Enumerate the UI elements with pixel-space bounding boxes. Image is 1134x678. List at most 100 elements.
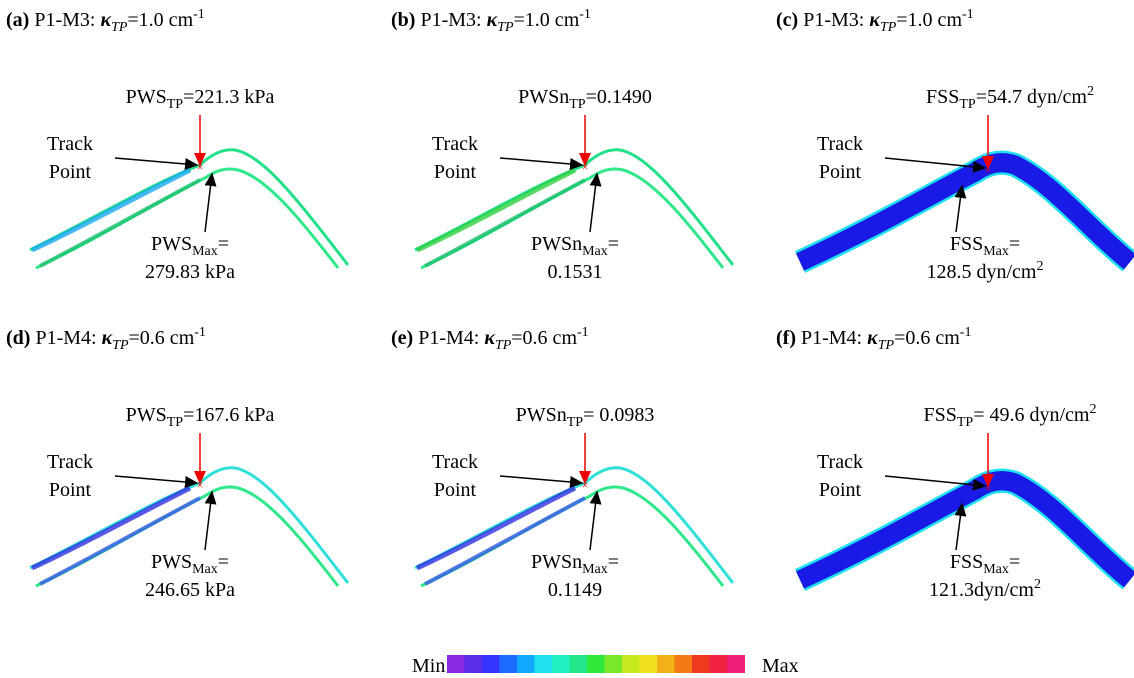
kappa-value: =1.0 cm [514, 9, 580, 31]
kappa: κ [869, 9, 880, 31]
max-label: PWSMax= [151, 233, 229, 259]
max-arrow [590, 174, 597, 232]
colorbar-segment [657, 655, 675, 673]
panel-model: P1-M3: [34, 9, 95, 31]
tp-name: FSS [926, 86, 959, 108]
kappa-sub: TP [878, 338, 895, 353]
panel-model: P1-M4: [801, 327, 862, 349]
max-label: PWSMax= [151, 551, 229, 577]
track-label: Point [819, 161, 862, 183]
panel-title: (d)P1-M4:κTP=0.6 cm-1 [6, 325, 206, 353]
kappa-value: =1.0 cm [127, 9, 193, 31]
kappa-sub: TP [495, 338, 512, 353]
max-sub: Max [983, 244, 1009, 259]
panel-model: P1-M3: [420, 9, 481, 31]
track-label: Point [49, 479, 92, 501]
colorbar-segment [500, 655, 518, 673]
max-label: PWSnMax= [531, 233, 619, 259]
tp-sub: TP [567, 415, 584, 430]
panel-letter: (f) [776, 327, 796, 349]
tp-marker: × [985, 481, 992, 495]
colorbar-segment [552, 655, 570, 673]
tp-text: =0.1490 [586, 86, 652, 108]
track-label: Point [434, 479, 477, 501]
tp-text: =167.6 kPa [183, 404, 274, 426]
tp-sub: TP [959, 97, 976, 112]
max-value: 128.5 dyn/cm2 [927, 259, 1044, 283]
colorbar-segment [465, 655, 483, 673]
panel-letter: (a) [6, 9, 29, 31]
colorbar [447, 655, 745, 673]
max-label: FSSMax= [950, 233, 1020, 259]
panel-letter: (b) [391, 9, 415, 31]
max-sup: 2 [1037, 259, 1044, 274]
tp-label: FSSTP= 49.6 dyn/cm2 [924, 402, 1097, 430]
max-eq: = [218, 233, 229, 255]
track-label: Track [432, 133, 478, 155]
tp-label: PWSnTP=0.1490 [518, 86, 652, 112]
max-eq: = [608, 551, 619, 573]
max-eq: = [218, 551, 229, 573]
kappa-sub: TP [112, 338, 129, 353]
kappa-value: =0.6 cm [129, 327, 195, 349]
kappa-sub: TP [497, 20, 514, 35]
track-arrow [500, 476, 582, 483]
max-arrow [205, 492, 212, 550]
kappa-sub: TP [111, 20, 128, 35]
max-value-text: 246.65 kPa [145, 579, 235, 601]
kappa-sup: -1 [194, 325, 206, 340]
colorbar-segment [710, 655, 728, 673]
max-name: FSS [950, 551, 983, 573]
colorbar-max: Max [762, 655, 799, 677]
panel-title: (f)P1-M4:κTP=0.6 cm-1 [776, 325, 971, 353]
tp-label: PWSnTP= 0.0983 [516, 404, 655, 430]
tp-name: FSS [924, 404, 957, 426]
tp-sub: TP [167, 415, 184, 430]
kappa-sup: -1 [962, 7, 974, 22]
track-label: Point [49, 161, 92, 183]
panel-title: (b)P1-M3:κTP=1.0 cm-1 [391, 7, 591, 35]
track-arrow [500, 158, 582, 165]
max-eq: = [608, 233, 619, 255]
kappa: κ [487, 9, 498, 31]
tp-sub: TP [569, 97, 586, 112]
panel-title: (e)P1-M4:κTP=0.6 cm-1 [391, 325, 589, 353]
tp-name: PWSn [518, 86, 569, 108]
colorbar-segment [535, 655, 553, 673]
figure: Min Max (a)P1-M3:κTP=1.0 cm-1PWSTP=221.3… [0, 0, 1134, 678]
max-name: PWSn [531, 233, 582, 255]
max-arrow [590, 492, 597, 550]
colorbar-segment [587, 655, 605, 673]
tp-name: PWSn [516, 404, 567, 426]
colorbar-segment [640, 655, 658, 673]
colorbar-segment [482, 655, 500, 673]
panel: (b)P1-M3:κTP=1.0 cm-1PWSnTP=0.1490×Track… [391, 7, 733, 283]
colorbar-min: Min [412, 655, 445, 677]
track-label: Point [434, 161, 477, 183]
tp-label: FSSTP=54.7 dyn/cm2 [926, 84, 1094, 112]
panel-title: (a)P1-M3:κTP=1.0 cm-1 [6, 7, 205, 35]
max-sub: Max [192, 244, 218, 259]
tp-marker: × [582, 160, 589, 174]
kappa-sup: -1 [193, 7, 205, 22]
panel: (c)P1-M3:κTP=1.0 cm-1FSSTP=54.7 dyn/cm2×… [776, 7, 1130, 283]
kappa-sup: -1 [960, 325, 972, 340]
max-value-text: 0.1149 [548, 579, 602, 601]
tp-name: PWS [126, 86, 167, 108]
tp-sub: TP [167, 97, 184, 112]
track-label: Track [817, 451, 863, 473]
track-label: Track [432, 451, 478, 473]
panel-model: P1-M3: [803, 9, 864, 31]
track-arrow [115, 476, 197, 483]
tp-marker: × [197, 478, 204, 492]
kappa: κ [484, 327, 495, 349]
track-label: Point [819, 479, 862, 501]
kappa: κ [100, 9, 111, 31]
max-name: PWS [151, 233, 192, 255]
max-eq: = [1009, 233, 1020, 255]
colorbar-segment [447, 655, 465, 673]
kappa: κ [102, 327, 113, 349]
max-sub: Max [582, 244, 608, 259]
